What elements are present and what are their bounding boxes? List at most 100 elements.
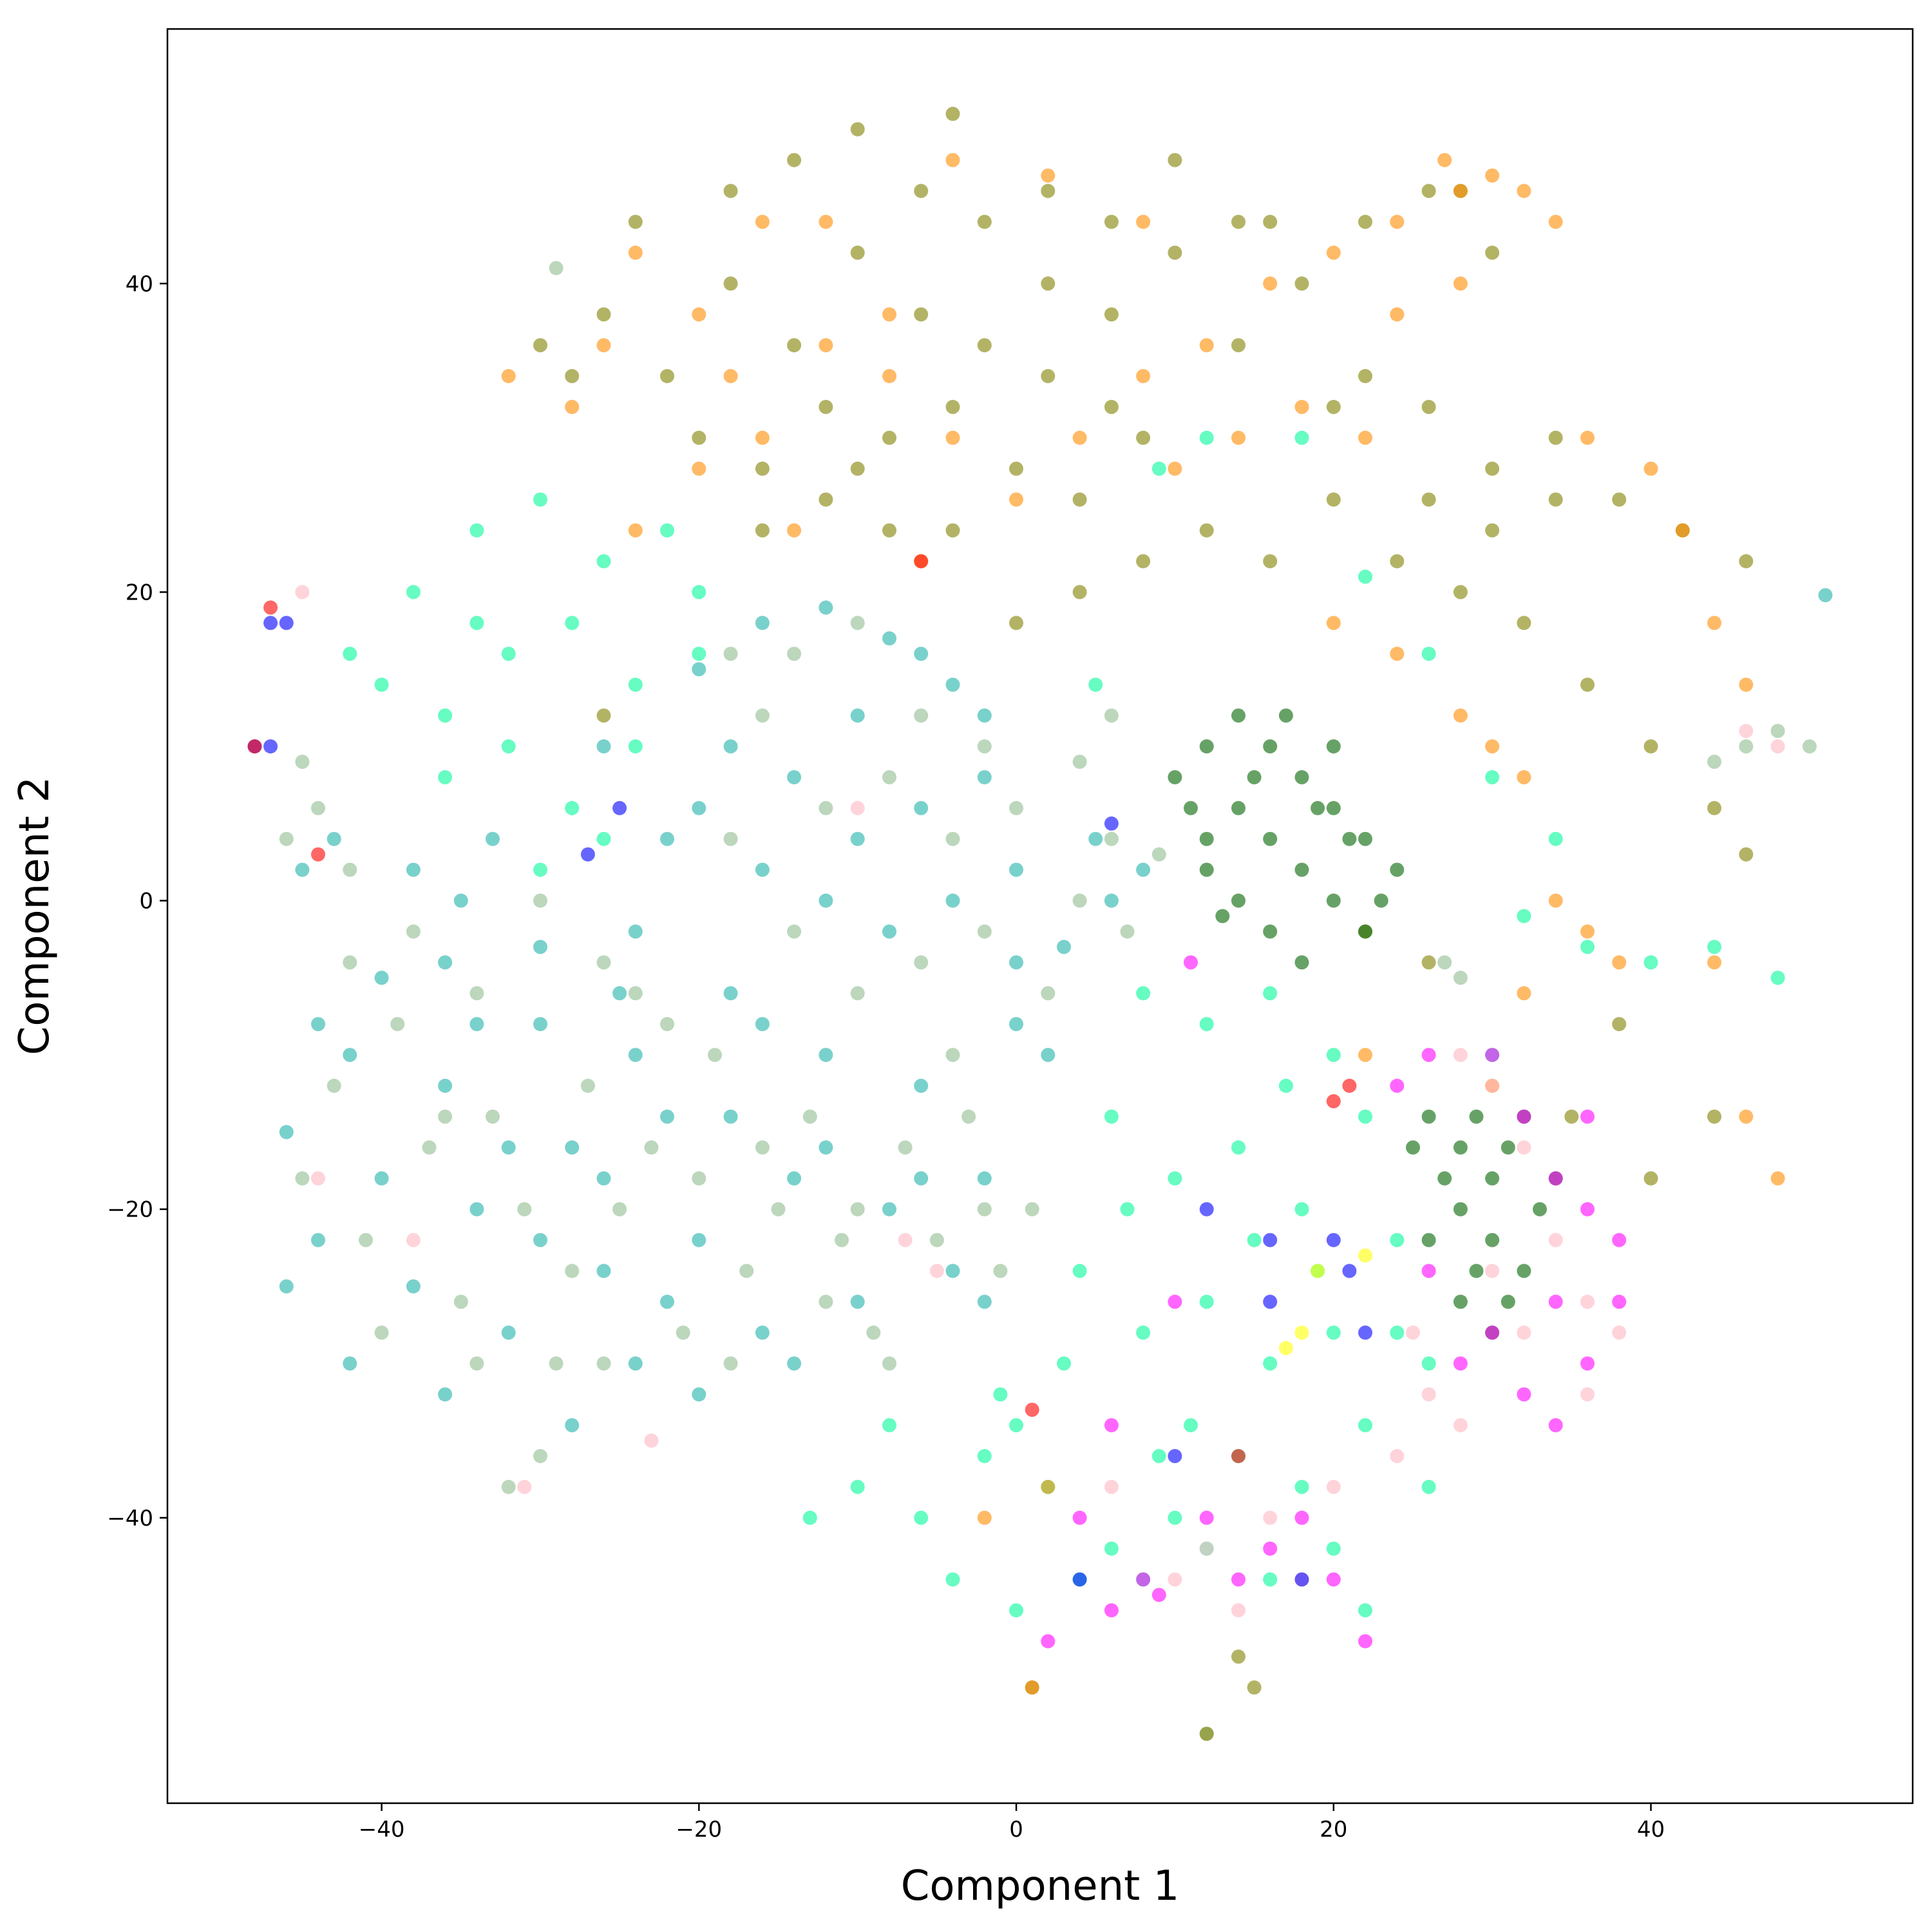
scatter-point-s2-67 xyxy=(1643,955,1658,970)
scatter-point-s4-12 xyxy=(1326,245,1341,260)
x-tick-label-3: 20 xyxy=(1320,1817,1347,1842)
scatter-point-s2-12 xyxy=(501,739,516,753)
scatter-point-s5-24 xyxy=(1184,800,1198,815)
scatter-point-s1-71 xyxy=(438,1109,453,1124)
scatter-point-s0-22 xyxy=(977,1171,992,1186)
scatter-point-s4-37 xyxy=(1675,523,1690,538)
scatter-point-s7-26 xyxy=(1739,724,1754,738)
scatter-point-s5-3 xyxy=(1263,739,1278,753)
scatter-point-s1-63 xyxy=(1770,724,1785,738)
scatter-point-s1-5 xyxy=(453,1294,468,1309)
scatter-point-s0-59 xyxy=(628,924,643,939)
scatter-point-s1-4 xyxy=(422,1140,437,1155)
scatter-point-s8-1 xyxy=(279,616,294,630)
scatter-point-s0-26 xyxy=(533,940,547,954)
scatter-point-s5-37 xyxy=(1437,1171,1452,1186)
scatter-point-s3-14 xyxy=(1421,399,1436,414)
scatter-point-s7-19 xyxy=(644,1434,659,1448)
scatter-point-s0-67 xyxy=(469,1017,484,1032)
scatter-point-s4-39 xyxy=(1739,677,1754,692)
scatter-point-s2-7 xyxy=(565,616,580,630)
scatter-point-s1-42 xyxy=(850,616,865,630)
scatter-point-s3-0 xyxy=(533,338,547,353)
scatter-point-s5-14 xyxy=(1231,893,1245,908)
scatter-point-s9-0 xyxy=(247,739,262,753)
scatter-point-s3-20 xyxy=(723,184,738,198)
scatter-point-s8-6 xyxy=(1104,816,1119,831)
scatter-point-s3-51 xyxy=(1072,585,1087,600)
scatter-point-s0-79 xyxy=(660,1294,674,1309)
scatter-point-s2-0 xyxy=(406,585,421,600)
scatter-point-s10-1 xyxy=(1311,1264,1325,1278)
scatter-point-s1-68 xyxy=(549,261,564,276)
scatter-point-s2-56 xyxy=(1421,1356,1436,1371)
scatter-point-s2-24 xyxy=(1104,1109,1119,1124)
scatter-point-s1-14 xyxy=(739,1264,754,1278)
scatter-point-s2-17 xyxy=(343,647,357,661)
scatter-point-s5-28 xyxy=(1485,1171,1500,1186)
scatter-point-s3-62 xyxy=(1707,1109,1721,1124)
scatter-point-s7-21 xyxy=(406,1233,421,1247)
scatter-point-s0-56 xyxy=(1104,893,1119,908)
scatter-point-s2-18 xyxy=(469,616,484,630)
scatter-point-s2-68 xyxy=(1707,940,1721,954)
scatter-point-s2-29 xyxy=(1390,1233,1405,1247)
scatter-point-s0-58 xyxy=(1088,831,1103,846)
scatter-point-s1-12 xyxy=(676,1325,690,1340)
scatter-point-s1-53 xyxy=(914,955,929,970)
scatter-point-s1-9 xyxy=(580,1079,595,1093)
scatter-point-s1-6 xyxy=(486,1109,500,1124)
scatter-point-s2-20 xyxy=(1136,986,1151,1001)
scatter-point-s0-63 xyxy=(977,708,992,723)
scatter-point-s1-72 xyxy=(565,1264,580,1278)
scatter-point-s3-75 xyxy=(1421,955,1436,970)
scatter-point-s2-34 xyxy=(1326,1325,1341,1340)
scatter-point-s1-34 xyxy=(469,1356,484,1371)
scatter-point-s5-11 xyxy=(1294,862,1309,877)
scatter-point-s1-37 xyxy=(850,1202,865,1217)
scatter-point-s3-12 xyxy=(1294,276,1309,291)
scatter-point-s3-73 xyxy=(596,708,611,723)
scatter-point-s2-38 xyxy=(1168,1510,1182,1525)
scatter-point-s2-61 xyxy=(1294,430,1309,445)
scatter-point-s0-18 xyxy=(850,1294,865,1309)
scatter-point-s1-13 xyxy=(708,1048,722,1063)
scatter-point-s3-33 xyxy=(945,399,960,414)
scatter-point-s2-46 xyxy=(1009,1603,1023,1618)
scatter-point-s2-26 xyxy=(1231,1140,1245,1155)
scatter-point-s1-58 xyxy=(1151,847,1166,862)
scatter-point-s2-63 xyxy=(1421,647,1436,661)
scatter-point-s0-78 xyxy=(1041,1048,1056,1063)
scatter-point-s6-21 xyxy=(1263,1541,1278,1556)
scatter-point-s0-39 xyxy=(755,616,770,630)
scatter-point-s1-28 xyxy=(596,955,611,970)
scatter-point-s3-25 xyxy=(1041,184,1056,198)
scatter-point-s0-25 xyxy=(453,893,468,908)
scatter-point-s5-43 xyxy=(1501,1140,1515,1155)
scatter-point-s0-52 xyxy=(882,924,896,939)
scatter-point-s1-67 xyxy=(1437,955,1452,970)
scatter-point-s0-71 xyxy=(596,1171,611,1186)
scatter-point-s0-0 xyxy=(279,1124,294,1139)
scatter-point-s4-2 xyxy=(628,245,643,260)
scatter-point-s0-51 xyxy=(819,893,833,908)
scatter-point-s3-40 xyxy=(1390,554,1405,569)
scatter-point-s6-19 xyxy=(1136,1572,1151,1587)
scatter-point-s6-24 xyxy=(1151,1587,1166,1602)
scatter-point-s4-11 xyxy=(1263,276,1278,291)
scatter-point-s3-41 xyxy=(1453,585,1468,600)
scatter-point-s5-33 xyxy=(1421,1233,1436,1247)
scatter-point-s3-27 xyxy=(1168,153,1182,167)
scatter-point-s2-9 xyxy=(692,585,706,600)
scatter-point-s2-75 xyxy=(1151,1449,1166,1463)
scatter-point-s8-14 xyxy=(1072,1572,1087,1587)
scatter-point-s1-77 xyxy=(628,986,643,1001)
scatter-point-s9-2 xyxy=(311,847,325,862)
scatter-point-s0-66 xyxy=(279,1279,294,1294)
scatter-point-s2-78 xyxy=(1120,1202,1135,1217)
scatter-point-s7-0 xyxy=(1453,1048,1468,1063)
scatter-point-s6-8 xyxy=(1485,1325,1500,1340)
scatter-point-s5-8 xyxy=(1199,831,1214,846)
